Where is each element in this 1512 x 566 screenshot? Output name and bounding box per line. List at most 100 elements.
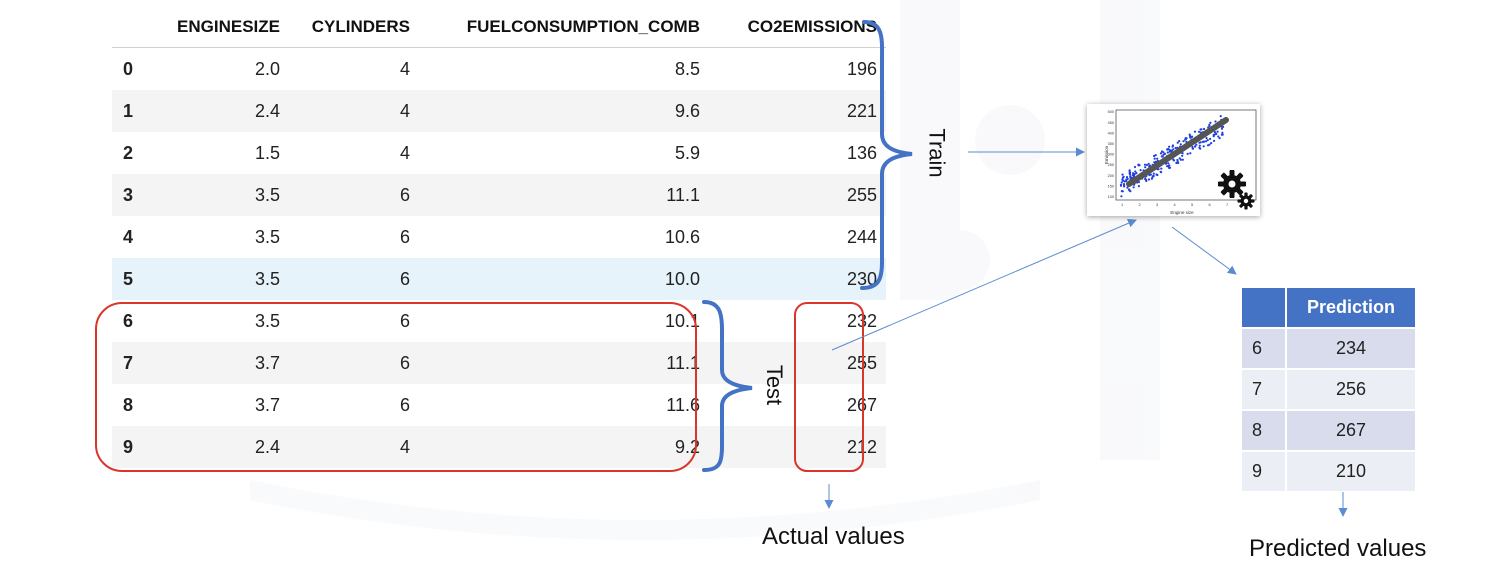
cell-fuelconsumption: 10.0 [419,258,709,300]
scatter-point [1171,145,1174,148]
scatter-point [1182,140,1185,143]
cell-fuelconsumption: 10.6 [664,226,700,247]
scatter-point [1123,184,1126,187]
cell-co2emissions: 232 [846,310,877,331]
table-header-row: ENGINESIZE CYLINDERS FUELCONSUMPTION_COM… [112,6,886,48]
cell-co2emissions: 196 [846,58,877,79]
scatter-point [1184,138,1187,141]
cell-co2emissions: 244 [846,226,877,247]
scatter-point [1166,151,1169,154]
prediction-row-index: 8 [1241,410,1286,451]
scatter-point [1156,173,1159,177]
row-index: 0 [123,58,134,79]
prediction-row: 8 267 [1241,410,1416,451]
plot-y-tick-label: 300 [1108,153,1114,157]
scatter-point [1145,163,1149,167]
table-row: 9 2.4 4 9.2 212 [112,426,886,468]
row-index: 5 [112,258,164,300]
scatter-point [1188,133,1191,136]
cell-enginesize: 2.4 [164,426,289,468]
table-row: 0 2.0 4 8.5 196 [112,48,886,91]
scatter-point [1166,148,1169,151]
row-index: 8 [123,394,134,415]
scatter-point [1128,172,1131,175]
plot-y-tick-label: 450 [1108,121,1114,125]
cell-enginesize: 3.5 [254,310,280,331]
scatter-point [1121,178,1124,181]
scatter-point [1154,154,1157,157]
scatter-point [1120,181,1123,184]
scatter-point [1148,174,1151,177]
cell-enginesize: 3.7 [254,394,280,415]
scatter-point [1152,172,1155,175]
scatter-point [1215,132,1218,136]
scatter-point [1160,155,1163,158]
scatter-point [1163,152,1167,155]
cell-enginesize: 3.5 [254,226,280,247]
test-label: Test [762,364,788,406]
scatter-point [1206,139,1209,142]
test-bracket [702,300,753,472]
plot-y-tick-label: 350 [1108,142,1114,146]
scatter-point [1168,150,1171,153]
scatter-point [1179,158,1182,161]
cell-enginesize: 1.5 [254,142,280,163]
column-header-enginesize: ENGINESIZE [164,6,289,48]
scatter-point [1137,163,1140,166]
prediction-header: Prediction [1286,287,1416,328]
scatter-point [1198,144,1201,147]
scatter-point [1209,121,1212,124]
scatter-point [1156,157,1159,160]
cell-co2emissions: 221 [709,90,886,132]
prediction-row-index: 7 [1241,369,1286,410]
scatter-point [1186,152,1189,155]
scatter-point [1168,148,1171,151]
plot-ylabel: Emission [1104,145,1109,164]
prediction-row: 6 234 [1241,328,1416,369]
scatter-point [1121,176,1124,179]
table-row-highlighted: 5 3.5 6 10.0 230 [112,258,886,300]
cell-fuelconsumption: 8.5 [674,58,700,79]
plot-x-tick-label: 2 [1138,203,1140,207]
scatter-point [1202,145,1205,148]
scatter-point [1198,146,1201,149]
cell-cylinders: 4 [289,90,419,132]
scatter-point [1191,135,1194,138]
train-bracket [860,20,913,290]
scatter-point [1167,162,1170,165]
scatter-point [1204,140,1208,143]
cell-co2emissions: 255 [709,342,886,384]
table-row: 1 2.4 4 9.6 221 [112,90,886,132]
scatter-point [1119,183,1123,186]
cell-enginesize: 3.5 [164,174,289,216]
cell-cylinders: 4 [289,426,419,468]
scatter-point [1201,140,1204,143]
scatter-point [1200,128,1203,131]
prediction-row-index: 9 [1241,451,1286,492]
scatter-point [1194,145,1197,148]
scatter-point [1123,180,1126,183]
plot-y-tick-label: 400 [1108,131,1114,135]
regression-fit-line [1126,117,1229,187]
scatter-point [1133,173,1136,176]
cell-co2emissions: 267 [846,394,877,415]
prediction-header-index [1241,287,1286,328]
cell-cylinders: 6 [399,394,410,415]
scatter-point [1213,139,1216,142]
scatter-point [1159,152,1162,155]
scatter-point [1168,145,1171,148]
cell-fuelconsumption: 5.9 [674,142,700,163]
scatter-point [1178,140,1181,143]
plot-y-tick-label: 150 [1108,184,1114,188]
test-features-box [95,302,697,472]
scatter-point [1178,157,1181,160]
row-index: 9 [112,426,164,468]
scatter-point [1131,174,1134,177]
plot-y-tick-label: 500 [1108,110,1114,114]
scatter-point [1143,163,1147,166]
prediction-value: 234 [1286,328,1416,369]
scatter-point [1168,166,1172,169]
cell-cylinders: 6 [289,174,419,216]
cell-fuelconsumption: 11.1 [419,342,709,384]
scatter-point [1159,170,1162,173]
